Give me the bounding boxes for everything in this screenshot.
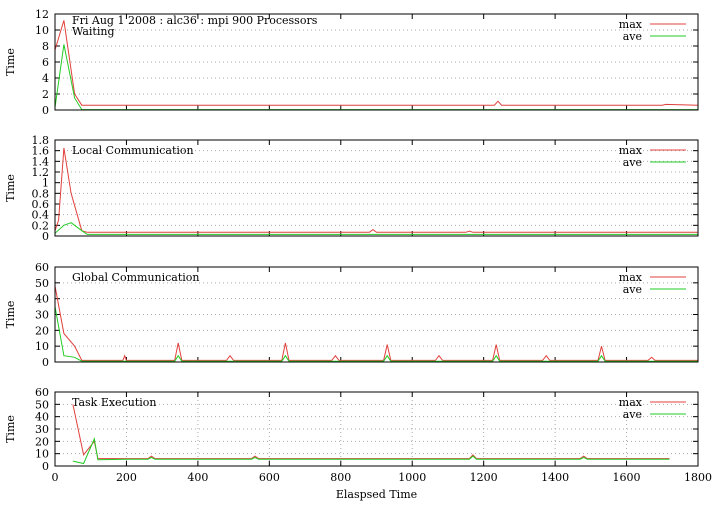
y-tick-label: 50 bbox=[35, 398, 49, 411]
y-tick-label: 0 bbox=[42, 230, 49, 243]
plot-frame bbox=[54, 139, 699, 237]
x-tick-label: 1600 bbox=[613, 471, 641, 484]
y-tick-label: 10 bbox=[35, 24, 49, 37]
panel-title: Task Execution bbox=[72, 396, 156, 409]
legend-label-ave: ave bbox=[623, 30, 642, 43]
legend-label-ave: ave bbox=[623, 156, 642, 169]
y-tick-label: 0 bbox=[42, 460, 49, 473]
y-tick-label: 50 bbox=[35, 277, 49, 290]
x-tick-label: 800 bbox=[330, 471, 351, 484]
x-tick-label: 600 bbox=[259, 471, 280, 484]
series-line-ave bbox=[55, 44, 698, 110]
y-tick-label: 30 bbox=[35, 423, 49, 436]
x-tick-label: 0 bbox=[52, 471, 59, 484]
x-tick-label: 1400 bbox=[541, 471, 569, 484]
plot-frame bbox=[54, 391, 699, 467]
series-line-ave bbox=[55, 222, 698, 235]
y-tick-label: 1.4 bbox=[32, 155, 50, 168]
y-axis-label: Time bbox=[4, 301, 17, 329]
y-tick-label: 6 bbox=[42, 56, 49, 69]
x-tick-label: 200 bbox=[116, 471, 137, 484]
legend-label-max: max bbox=[619, 271, 643, 284]
y-tick-label: 20 bbox=[35, 435, 49, 448]
x-tick-label: 400 bbox=[187, 471, 208, 484]
figure-header: Fri Aug 1 2008 : alc36 : mpi 900 Process… bbox=[72, 14, 318, 27]
y-tick-label: 1.6 bbox=[32, 145, 50, 158]
y-tick-label: 0.6 bbox=[32, 198, 50, 211]
y-tick-label: 1.8 bbox=[32, 134, 50, 147]
series-line-max bbox=[72, 404, 670, 460]
y-tick-label: 1.2 bbox=[32, 166, 50, 179]
plot-frame bbox=[54, 13, 699, 111]
legend-label-ave: ave bbox=[623, 283, 642, 296]
y-axis-label: Time bbox=[4, 48, 17, 76]
chart-panel-3: 0 10 20 30 40 50 60 Time Global Communication max… bbox=[4, 261, 699, 369]
panel-title: Global Communication bbox=[72, 271, 200, 284]
y-tick-label: 30 bbox=[35, 309, 49, 322]
y-tick-label: 60 bbox=[35, 261, 49, 274]
legend-label-max: max bbox=[619, 18, 643, 31]
chart-panel-2: 00.20.40.60.811.21.41.61.8 Time Local Comm… bbox=[4, 134, 699, 243]
y-tick-label: 4 bbox=[42, 72, 49, 85]
chart-panel-1: 0 2 4 6 8 10 12 Time Fri Aug 1 2008 : alc36 : mp… bbox=[4, 8, 699, 117]
y-tick-label: 8 bbox=[42, 40, 49, 53]
series-line-max bbox=[55, 147, 698, 233]
y-tick-label: 0 bbox=[42, 356, 49, 369]
y-axis-label: Time bbox=[4, 415, 17, 443]
y-tick-label: 60 bbox=[35, 386, 49, 399]
series-line-max bbox=[55, 285, 698, 361]
y-tick-label: 40 bbox=[35, 411, 49, 424]
panel-title: Local Communication bbox=[72, 144, 194, 157]
x-axis-label: Elaspsed Time bbox=[336, 488, 417, 501]
y-tick-label: 10 bbox=[35, 340, 49, 353]
y-tick-label: 10 bbox=[35, 448, 49, 461]
y-tick-label: 0.2 bbox=[32, 219, 50, 232]
y-tick-label: 1 bbox=[42, 177, 49, 190]
x-tick-label: 1000 bbox=[398, 471, 426, 484]
panel-title: Waiting bbox=[72, 25, 115, 38]
y-tick-label: 20 bbox=[35, 324, 49, 337]
x-tick-label: 1200 bbox=[470, 471, 498, 484]
y-tick-label: 0 bbox=[42, 104, 49, 117]
x-tick-label: 1800 bbox=[684, 471, 712, 484]
y-axis-label: Time bbox=[4, 174, 17, 202]
legend-label-ave: ave bbox=[623, 408, 642, 421]
legend-label-max: max bbox=[619, 396, 643, 409]
plot-frame bbox=[54, 266, 699, 363]
y-tick-label: 0.8 bbox=[32, 187, 50, 200]
y-tick-label: 40 bbox=[35, 293, 49, 306]
series-line-ave bbox=[72, 437, 670, 465]
legend-label-max: max bbox=[619, 144, 643, 157]
y-tick-label: 12 bbox=[35, 8, 49, 21]
y-tick-label: 2 bbox=[42, 88, 49, 101]
series-line-max bbox=[55, 20, 698, 106]
series-line-ave bbox=[55, 306, 698, 362]
y-tick-label: 0.4 bbox=[32, 209, 50, 222]
